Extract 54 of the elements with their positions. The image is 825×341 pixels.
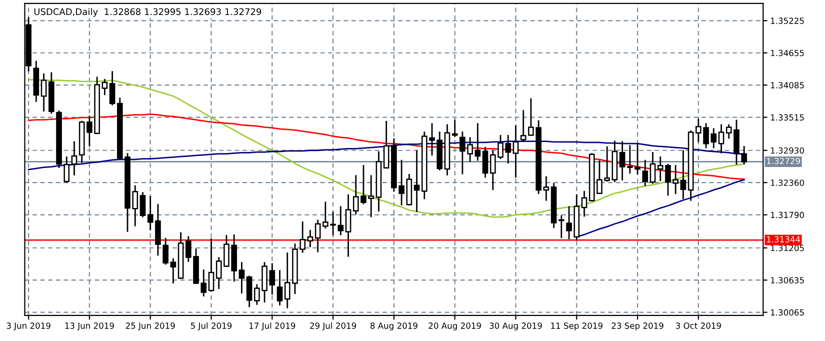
- y-tick-label: 1.34655: [770, 50, 804, 56]
- candlestick: [307, 230, 314, 248]
- x-tick-label: 5 Jul 2019: [190, 322, 232, 330]
- candlestick: [414, 150, 420, 212]
- x-tick-label: 23 Sep 2019: [612, 322, 664, 330]
- candlestick: [474, 123, 481, 161]
- ref-line-label: 1.31344: [766, 236, 800, 242]
- y-tick-label: 1.30065: [770, 309, 804, 316]
- candlestick: [40, 73, 47, 112]
- x-tick-label: 20 Aug 2019: [428, 322, 481, 330]
- candlestick: [238, 262, 245, 294]
- candlestick: [109, 71, 116, 106]
- candlestick: [71, 141, 78, 176]
- x-tick-label: 8 Aug 2019: [370, 322, 418, 330]
- ref-line-label: 1.32729: [766, 158, 800, 164]
- y-tick-label: 1.34085: [770, 82, 804, 88]
- x-tick-label: 3 Jun 2019: [6, 322, 50, 330]
- candlestick: [718, 124, 724, 154]
- candlestick: [650, 152, 656, 184]
- candlestick: [170, 258, 176, 284]
- x-tick-label: 25 Jun 2019: [126, 322, 175, 330]
- y-tick-label: 1.31205: [770, 244, 804, 252]
- candlestick: [140, 192, 146, 218]
- y-tick-label: 1.30635: [770, 277, 804, 284]
- x-tick-label: 11 Sep 2019: [551, 322, 602, 330]
- candlestick: [619, 141, 626, 180]
- candlestick: [741, 146, 748, 164]
- candlestick: [482, 146, 488, 178]
- candlestick: [452, 120, 458, 137]
- candlestick: [581, 190, 588, 217]
- candlestick: [558, 215, 564, 238]
- candlestick: [314, 220, 321, 252]
- candlestick: [383, 120, 390, 169]
- y-tick-label: 1.33515: [770, 114, 804, 121]
- x-tick-label: 30 Aug 2019: [490, 322, 542, 330]
- x-tick-label: 29 Jul 2019: [310, 322, 356, 330]
- x-tick-label: 17 Jul 2019: [249, 322, 296, 330]
- candlestick: [680, 150, 686, 200]
- x-tick-label: 3 Oct 2019: [676, 322, 721, 329]
- candlestick: [512, 125, 519, 178]
- candlestick: [246, 276, 252, 308]
- x-tick-label: 13 Jun 2019: [65, 322, 114, 330]
- candlestick: [102, 79, 108, 96]
- text: USDCAD,Daily 1.32868 1.32995 1.32693 1.32729: [34, 8, 262, 17]
- y-tick-label: 1.32360: [770, 180, 804, 186]
- candlestick: [642, 160, 648, 186]
- y-tick-label: 1.31790: [770, 212, 804, 218]
- candlestick: [543, 176, 550, 201]
- line-series: [28, 79, 745, 218]
- candlestick: [345, 194, 352, 257]
- y-tick-label: 1.35225: [770, 18, 804, 24]
- candlestick: [208, 238, 214, 292]
- candlestick: [276, 270, 283, 306]
- y-tick-label: 1.32930: [770, 147, 804, 154]
